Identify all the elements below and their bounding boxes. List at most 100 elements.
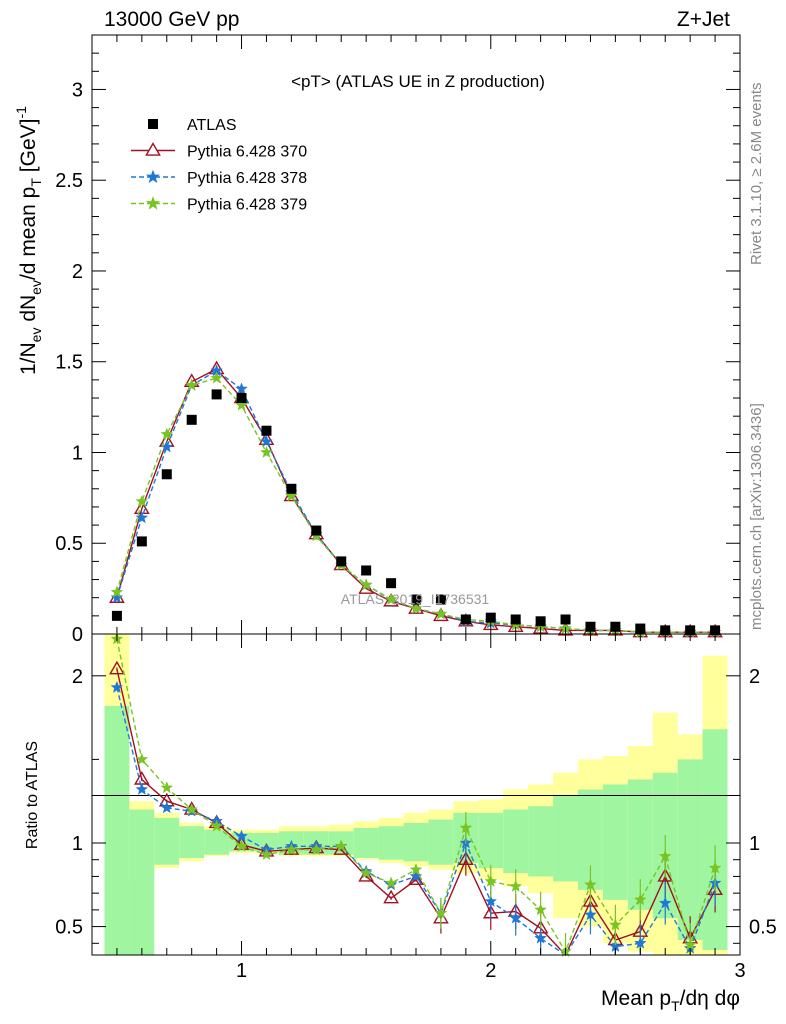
series-point bbox=[359, 578, 373, 591]
series-point bbox=[285, 489, 298, 502]
data-point bbox=[236, 393, 247, 404]
series-point bbox=[384, 592, 398, 605]
ratio-point bbox=[484, 874, 498, 887]
series-point bbox=[260, 434, 273, 447]
ratio-point bbox=[285, 843, 298, 856]
ratio-point bbox=[160, 781, 174, 794]
legend-marker bbox=[145, 142, 161, 156]
data-point bbox=[460, 614, 471, 625]
band-inner bbox=[702, 729, 728, 950]
band-inner bbox=[602, 784, 628, 900]
data-point bbox=[535, 616, 546, 627]
legend-marker bbox=[148, 119, 158, 129]
ratio-point bbox=[534, 931, 547, 944]
ratio-point bbox=[708, 861, 722, 874]
header-right: Z+Jet bbox=[677, 8, 730, 31]
ratio-y-tick-label: 1 bbox=[72, 833, 83, 855]
legend: ATLAS Pythia 6.428 370 Pythia 6.428 378 Pyt… bbox=[131, 117, 307, 214]
ratio-y-tick-label: 2 bbox=[72, 666, 83, 688]
data-point bbox=[286, 483, 297, 494]
rivet-label: Rivet 3.1.10, ≥ 2.6M events bbox=[748, 83, 765, 266]
ratio-point bbox=[609, 918, 622, 931]
data-point bbox=[136, 536, 147, 547]
series-point bbox=[235, 398, 248, 411]
ratio-point bbox=[409, 862, 423, 876]
data-point bbox=[361, 565, 372, 576]
ratio-point bbox=[309, 843, 323, 856]
ratio-point bbox=[658, 849, 672, 862]
x-tick-label: 1 bbox=[236, 960, 247, 982]
band-inner bbox=[677, 759, 703, 940]
y-tick-label: 0 bbox=[72, 624, 83, 646]
watermark: ATLAS_2019_I1736531 bbox=[341, 591, 490, 607]
main-ylabel: 1/Nev dNev/d mean pT [GeV]-1 bbox=[13, 106, 44, 375]
data-point bbox=[336, 556, 347, 567]
legend-label: ATLAS bbox=[187, 117, 237, 134]
ratio-point bbox=[210, 819, 223, 832]
data-point bbox=[311, 525, 322, 536]
data-point bbox=[111, 610, 122, 621]
series-point bbox=[135, 494, 149, 507]
ratio-point bbox=[185, 802, 199, 815]
svg-text:Mean pT/dη dφ: Mean pT/dη dφ bbox=[601, 987, 740, 1014]
mcplots-label: mcplots.cern.ch [arXiv:1306.3436] bbox=[748, 403, 765, 630]
ratio-point bbox=[484, 894, 498, 907]
data-point bbox=[610, 621, 621, 632]
band-inner bbox=[154, 817, 180, 865]
series-point bbox=[110, 590, 124, 604]
data-point bbox=[386, 578, 397, 589]
x-axis-label: Mean pT/dη dφ bbox=[601, 987, 740, 1014]
ratio-point bbox=[408, 871, 424, 886]
ratio-point bbox=[109, 660, 125, 675]
band-inner bbox=[528, 806, 554, 877]
band-inner bbox=[428, 819, 454, 865]
ratio-point bbox=[334, 839, 348, 852]
data-point bbox=[510, 614, 521, 625]
y-tick-label: 3 bbox=[72, 79, 83, 101]
ratio-point bbox=[383, 889, 399, 904]
band-inner bbox=[378, 826, 404, 860]
series-point bbox=[135, 511, 149, 524]
x-tick-label: 2 bbox=[485, 960, 496, 982]
data-point bbox=[435, 594, 446, 605]
band-inner bbox=[503, 809, 529, 874]
ratio-point bbox=[160, 801, 174, 814]
series-point bbox=[409, 601, 423, 614]
ratio-y-tick-label: 0.5 bbox=[55, 917, 83, 939]
ratio-point bbox=[584, 878, 597, 891]
band-inner bbox=[478, 812, 504, 869]
ratio-y-tick-label-right: 1 bbox=[749, 833, 760, 855]
ratio-point bbox=[658, 896, 672, 909]
band-inner bbox=[553, 796, 578, 882]
ratio-marks bbox=[109, 632, 723, 958]
ratio-y-tick-label-right: 0.5 bbox=[749, 917, 777, 939]
ratio-yticks: 0.5 0.5 1 1 2 2 bbox=[55, 666, 777, 944]
x-tick-label: 3 bbox=[734, 960, 745, 982]
ratio-point bbox=[459, 821, 473, 834]
ratio-point bbox=[633, 936, 647, 949]
ratio-point bbox=[683, 938, 697, 951]
y-tick-label: 2 bbox=[72, 261, 83, 283]
series-point bbox=[260, 445, 273, 458]
ratio-point bbox=[434, 906, 448, 919]
band-inner bbox=[403, 822, 429, 862]
y-tick-label: 1 bbox=[72, 442, 83, 464]
band-inner bbox=[254, 832, 279, 852]
ratio-point bbox=[135, 752, 149, 765]
series-point bbox=[235, 382, 248, 395]
data-point bbox=[485, 612, 496, 623]
y-tick-label: 1.5 bbox=[55, 352, 83, 374]
ratio-point bbox=[384, 876, 398, 889]
ratio-point bbox=[633, 893, 647, 906]
ratio-point bbox=[135, 782, 149, 795]
y-tick-label: 2.5 bbox=[55, 170, 83, 192]
ratio-xticks: 1 2 3 bbox=[116, 634, 746, 982]
ratio-point bbox=[584, 908, 597, 921]
legend-label: Pythia 6.428 378 bbox=[187, 170, 307, 187]
data-point bbox=[261, 425, 272, 436]
chart-title: <pT> (ATLAS UE in Z production) bbox=[291, 72, 545, 91]
svg-text:1/Nev dNev/d mean pT [GeV]-1: 1/Nev dNev/d mean pT [GeV]-1 bbox=[13, 106, 44, 375]
data-point bbox=[161, 469, 172, 480]
header-left: 13000 GeV pp bbox=[104, 8, 239, 31]
